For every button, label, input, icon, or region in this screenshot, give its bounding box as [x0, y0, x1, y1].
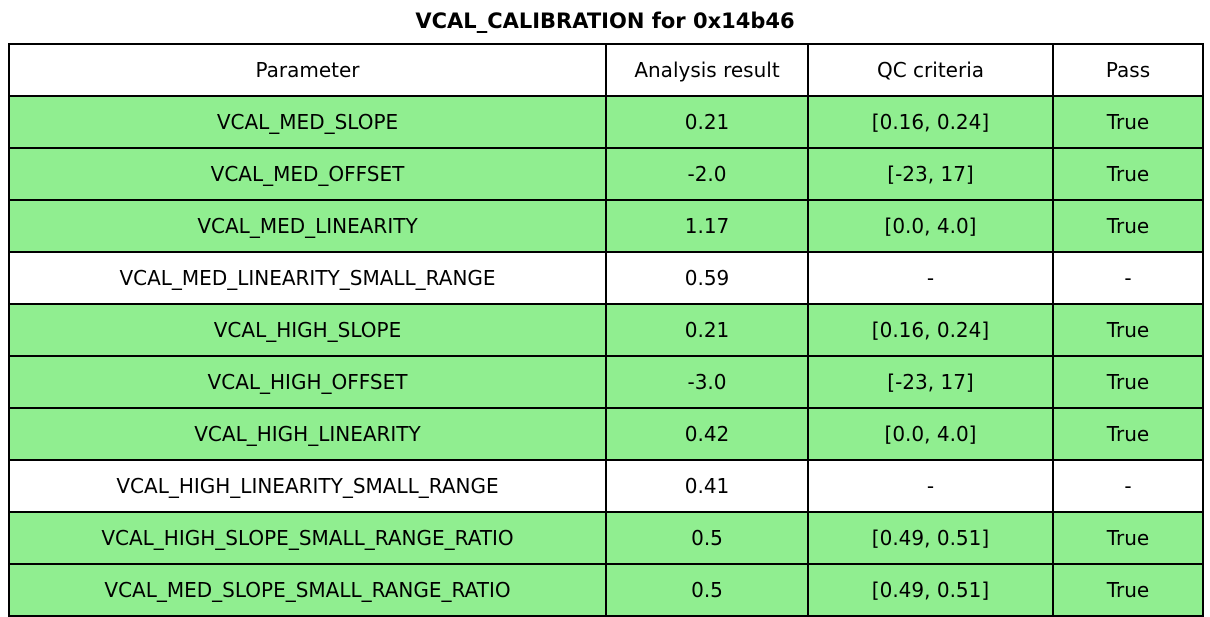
pass-cell: True: [1052, 563, 1204, 617]
parameter-cell: VCAL_MED_LINEARITY_SMALL_RANGE: [8, 251, 607, 305]
pass-cell: True: [1052, 95, 1204, 149]
parameter-cell: VCAL_MED_SLOPE: [8, 95, 607, 149]
column-header-parameter: Parameter: [8, 43, 607, 97]
table-header: Parameter Analysis result QC criteria Pa…: [8, 43, 1204, 97]
analysis-result-cell: 0.42: [605, 407, 809, 461]
parameter-cell: VCAL_HIGH_SLOPE_SMALL_RANGE_RATIO: [8, 511, 607, 565]
analysis-result-cell: 0.5: [605, 563, 809, 617]
table-row: VCAL_HIGH_LINEARITY 0.42 [0.0, 4.0] True: [8, 407, 1204, 461]
analysis-result-cell: 0.59: [605, 251, 809, 305]
qc-criteria-cell: [0.0, 4.0]: [807, 199, 1054, 253]
table-row: VCAL_MED_LINEARITY 1.17 [0.0, 4.0] True: [8, 199, 1204, 253]
qc-criteria-cell: [0.0, 4.0]: [807, 407, 1054, 461]
pass-cell: True: [1052, 199, 1204, 253]
parameter-cell: VCAL_MED_SLOPE_SMALL_RANGE_RATIO: [8, 563, 607, 617]
column-header-pass: Pass: [1052, 43, 1204, 97]
parameter-cell: VCAL_HIGH_SLOPE: [8, 303, 607, 357]
table-row: VCAL_MED_SLOPE 0.21 [0.16, 0.24] True: [8, 95, 1204, 149]
table-row: VCAL_HIGH_LINEARITY_SMALL_RANGE 0.41 - -: [8, 459, 1204, 513]
pass-cell: True: [1052, 303, 1204, 357]
qc-criteria-cell: [0.16, 0.24]: [807, 95, 1054, 149]
pass-cell: True: [1052, 147, 1204, 201]
qc-criteria-cell: -: [807, 251, 1054, 305]
qc-criteria-cell: -: [807, 459, 1054, 513]
pass-cell: True: [1052, 511, 1204, 565]
table-row: VCAL_MED_OFFSET -2.0 [-23, 17] True: [8, 147, 1204, 201]
parameter-cell: VCAL_HIGH_LINEARITY: [8, 407, 607, 461]
pass-cell: True: [1052, 355, 1204, 409]
parameter-cell: VCAL_MED_LINEARITY: [8, 199, 607, 253]
analysis-result-cell: 0.21: [605, 95, 809, 149]
column-header-analysis-result: Analysis result: [605, 43, 809, 97]
qc-criteria-cell: [0.16, 0.24]: [807, 303, 1054, 357]
pass-cell: True: [1052, 407, 1204, 461]
table-row: VCAL_HIGH_OFFSET -3.0 [-23, 17] True: [8, 355, 1204, 409]
parameter-cell: VCAL_HIGH_LINEARITY_SMALL_RANGE: [8, 459, 607, 513]
column-header-qc-criteria: QC criteria: [807, 43, 1054, 97]
analysis-result-cell: 0.5: [605, 511, 809, 565]
analysis-result-cell: -3.0: [605, 355, 809, 409]
analysis-result-cell: -2.0: [605, 147, 809, 201]
analysis-result-cell: 0.41: [605, 459, 809, 513]
qc-criteria-cell: [0.49, 0.51]: [807, 563, 1054, 617]
qc-criteria-cell: [-23, 17]: [807, 355, 1054, 409]
parameter-cell: VCAL_HIGH_OFFSET: [8, 355, 607, 409]
header-row: Parameter Analysis result QC criteria Pa…: [8, 43, 1204, 97]
table-row: VCAL_HIGH_SLOPE 0.21 [0.16, 0.24] True: [8, 303, 1204, 357]
figure-title: VCAL_CALIBRATION for 0x14b46: [415, 9, 795, 33]
qc-results-table: Parameter Analysis result QC criteria Pa…: [8, 43, 1204, 617]
parameter-cell: VCAL_MED_OFFSET: [8, 147, 607, 201]
qc-criteria-cell: [0.49, 0.51]: [807, 511, 1054, 565]
analysis-result-cell: 0.21: [605, 303, 809, 357]
table-row: VCAL_MED_LINEARITY_SMALL_RANGE 0.59 - -: [8, 251, 1204, 305]
pass-cell: -: [1052, 459, 1204, 513]
table-row: VCAL_HIGH_SLOPE_SMALL_RANGE_RATIO 0.5 [0…: [8, 511, 1204, 565]
analysis-result-cell: 1.17: [605, 199, 809, 253]
pass-cell: -: [1052, 251, 1204, 305]
table-body: VCAL_MED_SLOPE 0.21 [0.16, 0.24] True VC…: [8, 95, 1204, 617]
table-row: VCAL_MED_SLOPE_SMALL_RANGE_RATIO 0.5 [0.…: [8, 563, 1204, 617]
qc-criteria-cell: [-23, 17]: [807, 147, 1054, 201]
